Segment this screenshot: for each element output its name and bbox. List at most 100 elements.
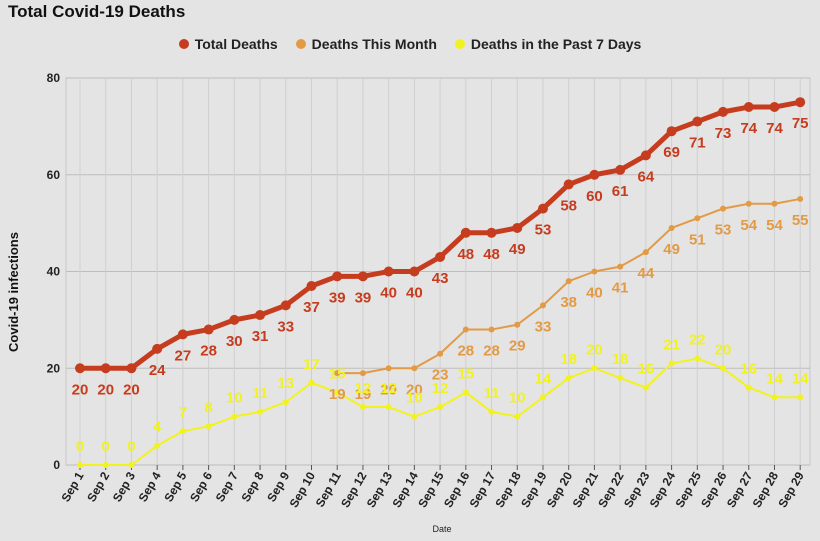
data-label-total-deaths: 27 [175,347,192,364]
data-point-deaths-in-the-past-7-days[interactable] [514,413,521,420]
data-point-total-deaths[interactable] [383,266,394,277]
data-point-deaths-this-month[interactable] [694,215,701,222]
data-point-total-deaths[interactable] [435,251,446,262]
data-point-total-deaths[interactable] [152,343,163,354]
data-point-deaths-this-month[interactable] [411,365,418,372]
data-point-deaths-this-month[interactable] [668,224,675,231]
data-point-total-deaths[interactable] [332,271,343,282]
data-label-deaths-this-month: 54 [740,217,757,234]
data-point-total-deaths[interactable] [615,164,626,175]
data-point-total-deaths[interactable] [769,102,780,113]
data-point-deaths-in-the-past-7-days[interactable] [359,403,366,410]
data-point-deaths-this-month[interactable] [797,195,804,202]
data-point-total-deaths[interactable] [409,266,420,277]
data-point-total-deaths[interactable] [126,363,137,374]
data-label-deaths-this-month: 41 [612,280,629,297]
data-point-deaths-this-month[interactable] [565,278,572,285]
data-point-total-deaths[interactable] [692,116,703,127]
data-point-deaths-this-month[interactable] [462,326,469,333]
data-point-deaths-in-the-past-7-days[interactable] [565,374,572,381]
data-label-deaths-this-month: 53 [715,222,732,239]
data-point-deaths-in-the-past-7-days[interactable] [437,403,444,410]
data-point-deaths-in-the-past-7-days[interactable] [797,394,804,401]
data-point-total-deaths[interactable] [229,314,240,325]
data-point-deaths-in-the-past-7-days[interactable] [385,403,392,410]
data-point-deaths-in-the-past-7-days[interactable] [179,428,186,435]
data-point-total-deaths[interactable] [460,227,471,238]
data-point-total-deaths[interactable] [743,102,754,113]
data-point-total-deaths[interactable] [357,271,368,282]
legend-item-deaths-this-month[interactable]: Deaths This Month [295,36,437,52]
data-point-deaths-this-month[interactable] [385,365,392,372]
x-tick-label: Sep 5 [161,469,189,504]
data-point-total-deaths[interactable] [280,300,291,311]
data-point-deaths-this-month[interactable] [771,200,778,207]
data-point-total-deaths[interactable] [563,179,574,190]
data-point-deaths-in-the-past-7-days[interactable] [102,462,109,468]
data-point-deaths-in-the-past-7-days[interactable] [154,442,161,449]
data-label-deaths-in-the-past-7-days: 21 [663,336,680,353]
data-point-total-deaths[interactable] [795,97,806,108]
legend-item-total-deaths[interactable]: Total Deaths [178,36,278,52]
data-point-deaths-in-the-past-7-days[interactable] [462,389,469,396]
data-point-deaths-in-the-past-7-days[interactable] [334,389,341,396]
data-point-deaths-in-the-past-7-days[interactable] [308,379,315,386]
data-point-deaths-in-the-past-7-days[interactable] [745,384,752,391]
data-point-deaths-in-the-past-7-days[interactable] [617,374,624,381]
data-point-deaths-in-the-past-7-days[interactable] [539,394,546,401]
data-point-deaths-this-month[interactable] [359,370,366,377]
data-label-total-deaths: 39 [355,289,372,306]
data-point-deaths-this-month[interactable] [437,350,444,357]
data-point-deaths-in-the-past-7-days[interactable] [668,360,675,367]
data-label-deaths-in-the-past-7-days: 18 [560,351,577,368]
data-label-deaths-in-the-past-7-days: 16 [740,361,757,378]
data-point-total-deaths[interactable] [718,106,729,117]
data-label-deaths-in-the-past-7-days: 7 [179,404,187,421]
data-label-total-deaths: 60 [586,188,603,205]
data-point-total-deaths[interactable] [640,150,651,161]
data-point-deaths-in-the-past-7-days[interactable] [591,365,598,372]
data-point-total-deaths[interactable] [537,203,548,214]
data-label-deaths-in-the-past-7-days: 18 [612,351,629,368]
data-point-deaths-in-the-past-7-days[interactable] [771,394,778,401]
data-point-total-deaths[interactable] [255,310,266,321]
x-tick-label: Sep 8 [239,469,267,504]
data-point-deaths-this-month[interactable] [539,302,546,309]
data-point-deaths-in-the-past-7-days[interactable] [282,399,289,406]
x-axis-title: Date [432,524,451,534]
data-point-total-deaths[interactable] [100,363,111,374]
data-point-deaths-in-the-past-7-days[interactable] [720,365,727,372]
data-point-deaths-in-the-past-7-days[interactable] [128,462,135,468]
data-point-deaths-in-the-past-7-days[interactable] [488,408,495,415]
x-tick-label: Sep 6 [187,469,215,504]
data-label-deaths-in-the-past-7-days: 15 [329,365,346,382]
data-point-deaths-this-month[interactable] [720,205,727,212]
data-point-deaths-this-month[interactable] [745,200,752,207]
data-point-total-deaths[interactable] [589,169,600,180]
data-point-total-deaths[interactable] [177,329,188,340]
data-point-total-deaths[interactable] [203,324,214,335]
data-point-deaths-this-month[interactable] [642,249,649,256]
data-point-deaths-in-the-past-7-days[interactable] [694,355,701,362]
data-label-deaths-in-the-past-7-days: 20 [715,341,732,358]
data-point-deaths-this-month[interactable] [591,268,598,275]
data-point-deaths-this-month[interactable] [334,370,341,377]
data-point-deaths-this-month[interactable] [488,326,495,333]
data-point-deaths-in-the-past-7-days[interactable] [411,413,418,420]
data-point-total-deaths[interactable] [306,281,317,292]
data-point-total-deaths[interactable] [512,222,523,233]
data-point-deaths-in-the-past-7-days[interactable] [231,413,238,420]
data-point-total-deaths[interactable] [75,363,85,374]
data-point-total-deaths[interactable] [486,227,497,238]
data-label-total-deaths: 71 [689,135,706,152]
data-point-deaths-this-month[interactable] [617,263,624,270]
data-point-deaths-this-month[interactable] [514,321,521,328]
data-point-deaths-in-the-past-7-days[interactable] [257,408,264,415]
data-point-deaths-in-the-past-7-days[interactable] [205,423,212,430]
data-point-deaths-in-the-past-7-days[interactable] [77,462,83,468]
data-point-total-deaths[interactable] [666,126,677,137]
data-point-deaths-in-the-past-7-days[interactable] [642,384,649,391]
data-label-deaths-in-the-past-7-days: 14 [535,370,552,387]
legend-item-deaths-past-7-days[interactable]: Deaths in the Past 7 Days [454,36,641,52]
